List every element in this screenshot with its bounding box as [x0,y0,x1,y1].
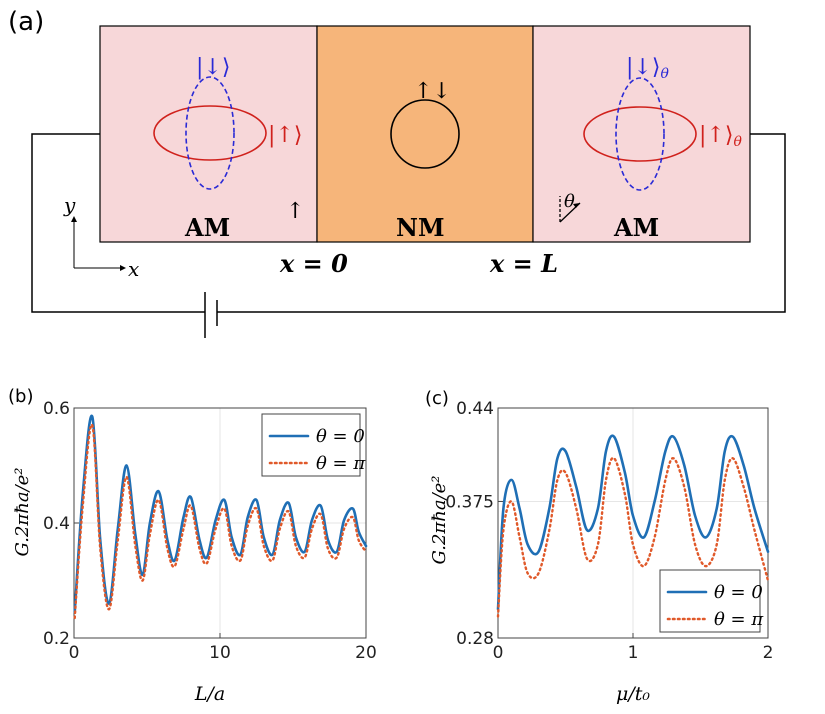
right-down-ellipse [615,77,665,191]
left-down-ellipse [185,76,235,190]
chart-c-xtick-label: 1 [628,643,639,663]
chart-b-xtick-label: 0 [69,643,80,663]
chart-b-ylabel: G.2πħa/e² [12,468,33,557]
left-am-label: AM [184,213,230,242]
chart-b-ytick-label: 0.2 [43,629,70,649]
right-down-ket: |↓⟩θ [626,55,669,82]
nm-region [316,25,534,243]
left-up-ellipse [153,105,267,161]
right-am-region [532,25,751,243]
theta-rotation-indicator: θ [559,191,581,223]
panel-c-tag: (c) [425,388,449,409]
chart-b-legend-box [261,413,361,477]
x0-label: x = 0 [279,249,348,278]
nm-label: NM [396,213,445,242]
left-up-ket: |↑⟩ [268,123,302,148]
chart-c-xlabel: μ/t₀ [616,683,650,705]
chart-c-legend-label: θ = π [714,609,764,630]
panel-a: (a) |↓⟩ |↑⟩ ↑ AM ↑↓ NM |↓⟩θ |↑⟩θ θ AM [8,7,786,338]
chart-c-plot-border [497,407,769,639]
theta-symbol: θ [564,191,575,212]
chart-b-series-theta-pi-line [73,423,368,620]
chart-c-legend: θ = 0 θ = π [659,569,764,633]
chart-b-ytick-label: 0.4 [43,514,70,534]
chart-c-legend-box [659,569,761,633]
chart-b-plot-border [73,407,367,639]
coordinate-axes: y x [63,193,139,281]
chart-c-xtick-label: 2 [763,643,774,663]
chart-c-legend-label: θ = 0 [714,582,763,603]
chart-b-xtick-label: 20 [355,643,377,663]
chart-b-legend-label: θ = 0 [316,426,365,447]
chart-b: (b) G.2πħa/e² L/a 0 10 200.20.40.6θ = 0θ =… [8,386,377,705]
chart-c-ylabel: G.2πħa/e² [429,476,450,565]
panel-a-tag: (a) [8,7,44,37]
chart-b-legend-label: θ = π [316,453,366,474]
chart-c: (c) G.2πħa/e² μ/t₀ 0 1 2 0.28 0.375 0.44 θ = 0… [425,388,773,705]
circuit-wire [31,133,786,313]
chart-c-ytick-label: 0.44 [456,399,494,419]
chart-c-ytick-label: 0.28 [456,629,494,649]
panel-b-tag: (b) [8,386,33,407]
left-down-ket: |↓⟩ [196,55,230,80]
axis-y-label: y [63,193,76,217]
nm-fermi-circle [390,99,460,169]
chart-c-ytick-label: 0.375 [445,492,494,512]
axis-x-label: x [128,257,139,281]
chart-b-xlabel: L/a [194,683,225,705]
right-up-ket: |↑⟩θ [699,123,742,150]
chart-b-xtick-label: 10 [209,643,231,663]
chart-b-legend: θ = 0 θ = π [261,413,366,477]
chart-c-series-theta-0-line [496,434,770,611]
chart-c-xtick-label: 0 [493,643,504,663]
chart-c-series-theta-pi-line [496,456,770,618]
left-magnetization-arrow: ↑ [286,199,304,224]
nm-spin-symbol: ↑↓ [414,79,451,104]
chart-b-ytick-label: 0.6 [43,399,70,419]
left-am-region [99,25,318,243]
right-up-ellipse [583,106,697,162]
xL-label: x = L [489,249,558,278]
right-am-label: AM [613,213,659,242]
chart-b-series-theta-0-line [73,414,368,614]
